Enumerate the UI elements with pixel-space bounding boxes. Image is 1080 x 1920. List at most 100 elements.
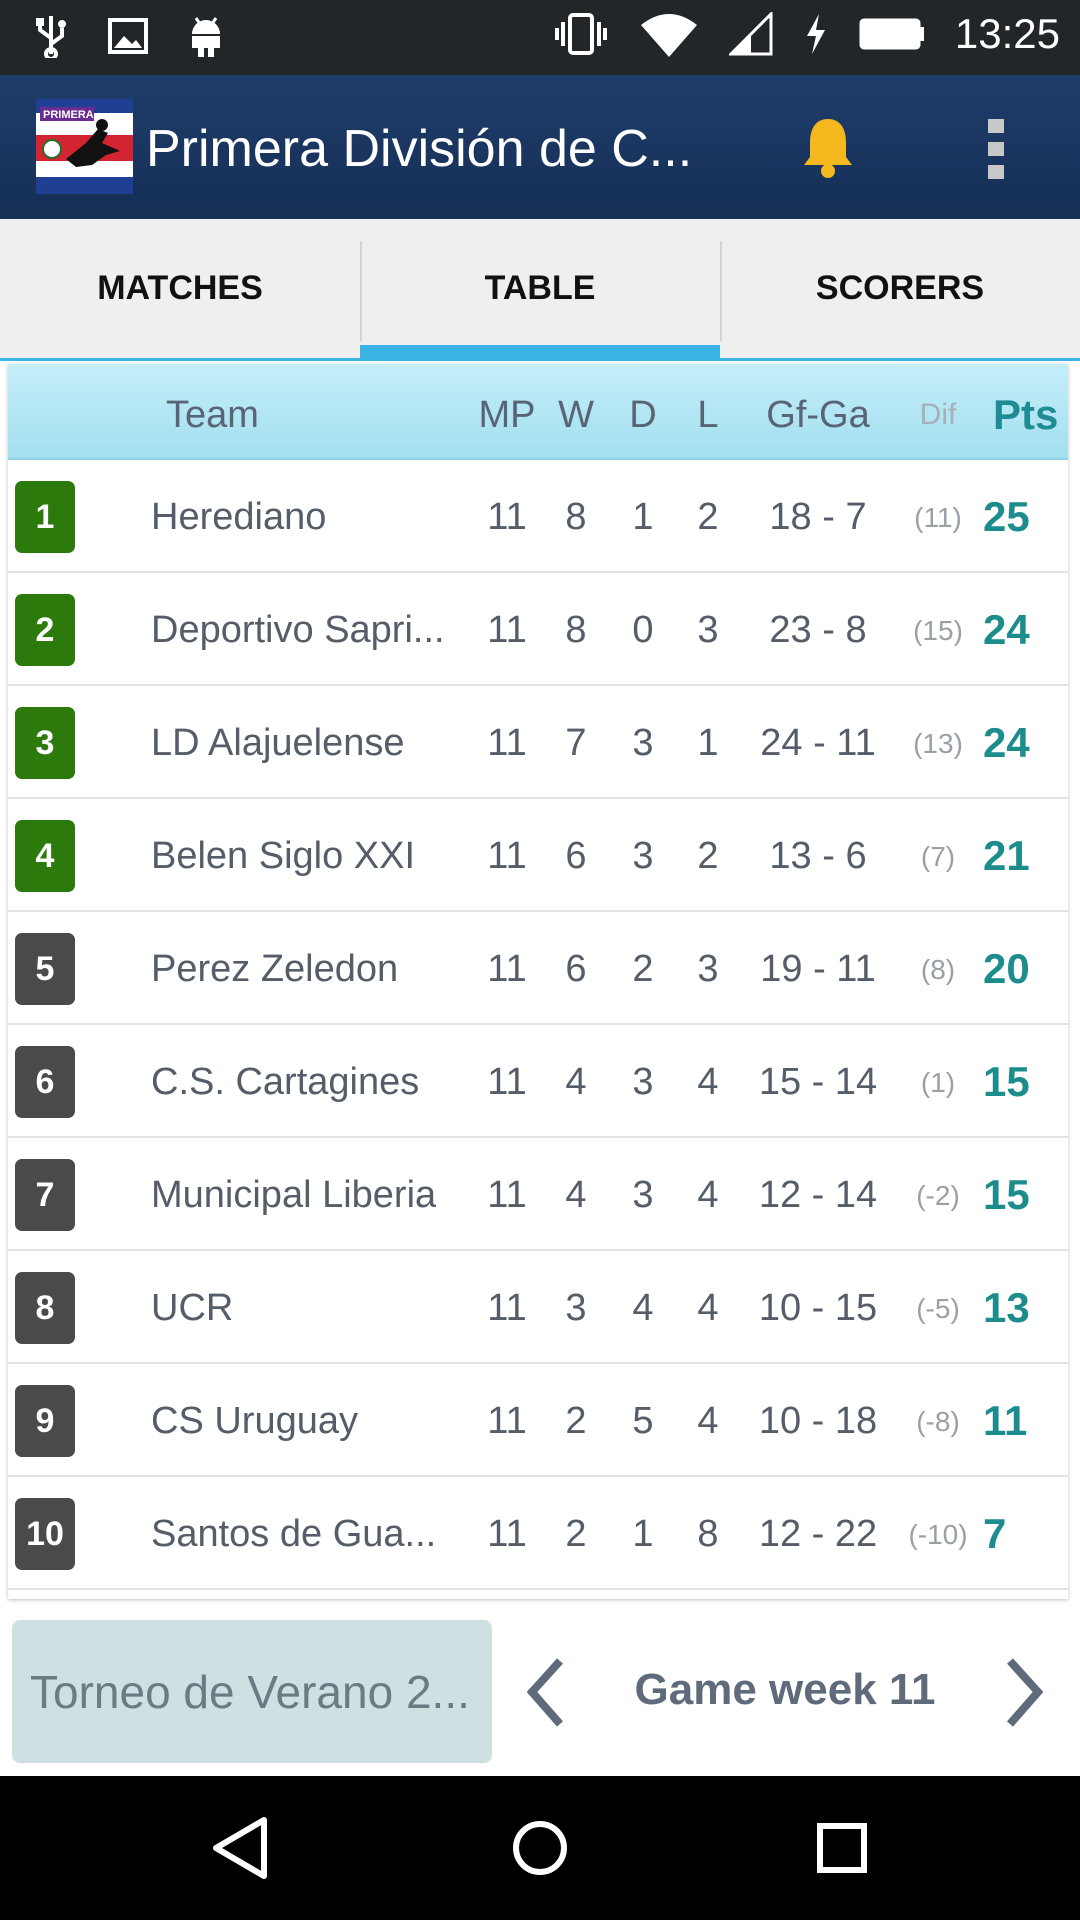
- goal-difference: (15): [913, 615, 963, 646]
- overflow-menu-icon[interactable]: [985, 117, 1007, 181]
- wins: 7: [565, 722, 587, 764]
- goals-for-against: 18 - 7: [769, 496, 867, 538]
- goal-difference: (13): [913, 728, 963, 759]
- back-icon[interactable]: [210, 1816, 270, 1880]
- losses: 2: [697, 835, 719, 877]
- table-row[interactable]: 7 Municipal Liberia 11 4 3 4 12 - 14 (-2…: [8, 1138, 1068, 1251]
- vibrate-icon: [554, 13, 607, 55]
- matches-played: 11: [487, 722, 527, 764]
- losses: 4: [697, 1287, 719, 1329]
- usb-icon: [36, 16, 66, 58]
- position-badge: 2: [15, 594, 75, 666]
- recents-icon[interactable]: [812, 1816, 872, 1880]
- matches-played: 11: [487, 1513, 527, 1555]
- tournament-selector[interactable]: Torneo de Verano 2...: [12, 1620, 492, 1763]
- table-row[interactable]: 4 Belen Siglo XXI 11 6 3 2 13 - 6 (7) 21: [8, 799, 1068, 912]
- wins: 8: [565, 496, 587, 538]
- header-team: Team: [166, 394, 259, 436]
- goals-for-against: 13 - 6: [769, 835, 867, 877]
- chevron-right-icon[interactable]: [1000, 1655, 1050, 1730]
- chevron-left-icon[interactable]: [520, 1655, 570, 1730]
- team-name: Belen Siglo XXI: [151, 835, 416, 877]
- header-mp: MP: [478, 394, 536, 436]
- table-row[interactable]: 10 Santos de Gua... 11 2 1 8 12 - 22 (-1…: [8, 1477, 1068, 1590]
- app-title: Primera División de C...: [146, 120, 693, 178]
- draws: 3: [632, 835, 654, 877]
- losses: 2: [697, 496, 719, 538]
- tab-bar: MATCHES TABLE SCORERS: [0, 219, 1080, 361]
- matches-played: 11: [487, 609, 527, 651]
- goals-for-against: 23 - 8: [769, 609, 867, 651]
- table-row[interactable]: 5 Perez Zeledon 11 6 2 3 19 - 11 (8) 20: [8, 912, 1068, 1025]
- position-badge: 3: [15, 707, 75, 779]
- losses: 3: [697, 948, 719, 990]
- wins: 8: [565, 609, 587, 651]
- draws: 3: [632, 1061, 654, 1103]
- draws: 5: [632, 1400, 654, 1442]
- wins: 4: [565, 1061, 587, 1103]
- points: 21: [983, 832, 1030, 879]
- team-name: Deportivo Sapri...: [151, 609, 445, 651]
- wifi-icon: [640, 14, 697, 57]
- position-badge: 8: [15, 1272, 75, 1344]
- goal-difference: (8): [920, 954, 956, 985]
- header-dif: Dif: [919, 398, 957, 431]
- wins: 6: [565, 835, 587, 877]
- wins: 2: [565, 1513, 587, 1555]
- matches-played: 11: [487, 835, 527, 877]
- losses: 1: [697, 722, 719, 764]
- goal-difference: (-2): [916, 1180, 960, 1211]
- tab-table[interactable]: TABLE: [360, 219, 720, 361]
- table-row[interactable]: 9 CS Uruguay 11 2 5 4 10 - 18 (-8) 11: [8, 1364, 1068, 1477]
- table-header: Team MP W D L Gf-Ga Dif Pts: [8, 364, 1068, 460]
- losses: 8: [697, 1513, 719, 1555]
- table-row[interactable]: 6 C.S. Cartagines 11 4 3 4 15 - 14 (1) 1…: [8, 1025, 1068, 1138]
- team-name: Perez Zeledon: [151, 948, 399, 990]
- image-icon: [108, 18, 148, 54]
- header-pts: Pts: [993, 391, 1059, 438]
- draws: 0: [632, 609, 654, 651]
- position-badge: 4: [15, 820, 75, 892]
- signal-icon: [728, 12, 773, 56]
- status-time: 13:25: [954, 10, 1060, 57]
- position-badge: 5: [15, 933, 75, 1005]
- tab-scorers[interactable]: SCORERS: [720, 219, 1080, 358]
- home-icon[interactable]: [510, 1816, 570, 1880]
- team-name: Municipal Liberia: [151, 1174, 437, 1216]
- header-w: W: [558, 394, 594, 436]
- points: 7: [983, 1510, 1007, 1557]
- goal-difference: (7): [920, 841, 956, 872]
- svg-text:PRIMERA: PRIMERA: [43, 109, 94, 121]
- losses: 4: [697, 1400, 719, 1442]
- header-d: D: [629, 394, 657, 436]
- position-badge: 10: [15, 1498, 75, 1570]
- points: 24: [983, 606, 1030, 653]
- goals-for-against: 10 - 18: [758, 1400, 878, 1442]
- goal-difference: (11): [914, 502, 962, 533]
- draws: 2: [632, 948, 654, 990]
- gameweek-label: Game week 11: [634, 1665, 936, 1714]
- table-row[interactable]: 1 Herediano 11 8 1 2 18 - 7 (11) 25: [8, 460, 1068, 573]
- matches-played: 11: [487, 1400, 527, 1442]
- bell-icon[interactable]: [800, 115, 856, 179]
- points: 13: [983, 1284, 1030, 1331]
- team-name: LD Alajuelense: [151, 722, 405, 764]
- goals-for-against: 12 - 14: [758, 1174, 878, 1216]
- wins: 2: [565, 1400, 587, 1442]
- position-badge: 6: [15, 1046, 75, 1118]
- table-row[interactable]: 2 Deportivo Sapri... 11 8 0 3 23 - 8 (15…: [8, 573, 1068, 686]
- losses: 3: [697, 609, 719, 651]
- table-row[interactable]: 8 UCR 11 3 4 4 10 - 15 (-5) 13: [8, 1251, 1068, 1364]
- tab-matches[interactable]: MATCHES: [97, 269, 263, 307]
- battery-icon: [859, 18, 924, 50]
- goal-difference: (-8): [916, 1406, 960, 1437]
- draws: 4: [632, 1287, 654, 1329]
- team-name: Herediano: [151, 496, 327, 538]
- draws: 3: [632, 1174, 654, 1216]
- table-row[interactable]: 3 LD Alajuelense 11 7 3 1 24 - 11 (13) 2…: [8, 686, 1068, 799]
- app-bar: PRIMERA Primera División de C...: [0, 75, 1080, 219]
- points: 11: [983, 1397, 1028, 1444]
- draws: 3: [632, 722, 654, 764]
- matches-played: 11: [487, 1287, 527, 1329]
- matches-played: 11: [487, 1174, 527, 1216]
